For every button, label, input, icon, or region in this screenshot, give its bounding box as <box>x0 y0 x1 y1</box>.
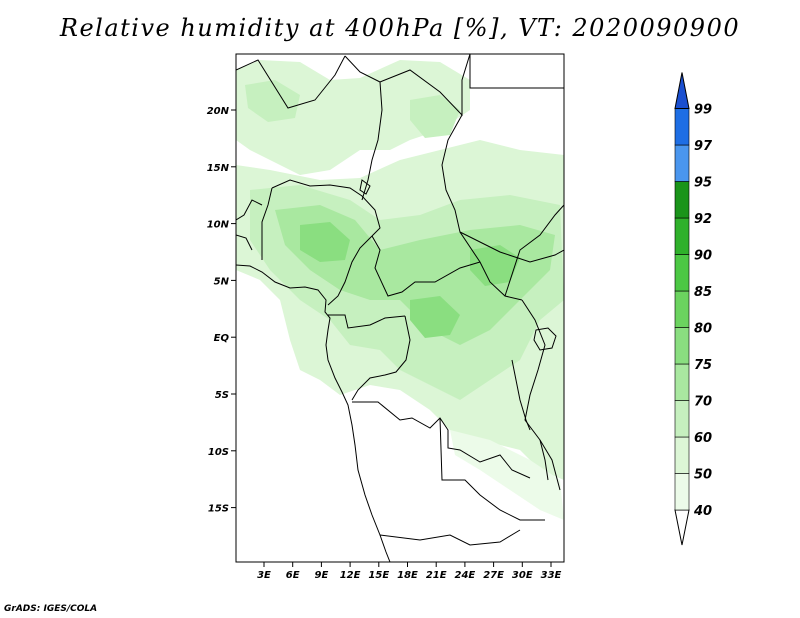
border-angola-zambia <box>439 417 545 521</box>
colorbar-label: 95 <box>694 176 712 191</box>
colorbar: 40 50 60 70 75 80 85 90 92 95 97 99 <box>674 72 713 546</box>
colorbar-label: 75 <box>694 358 712 373</box>
rh-region-core <box>300 222 350 262</box>
colorbar-bin <box>674 108 690 146</box>
lake-chad <box>359 179 371 195</box>
colorbar-label: 40 <box>693 504 712 519</box>
border-chad-libya <box>379 54 471 117</box>
lon-tick-label: 9E <box>315 570 329 581</box>
lon-tick-label: 24E <box>455 570 476 581</box>
colorbar-label: 85 <box>694 285 712 300</box>
border-east <box>521 299 561 491</box>
colorbar-label: 99 <box>694 103 712 118</box>
humidity-shading <box>236 60 564 520</box>
rh-region-north <box>236 60 470 175</box>
colorbar-label: 80 <box>694 322 712 337</box>
lon-tick-label: 6E <box>286 570 300 581</box>
colorbar-bin <box>674 327 690 365</box>
lon-tick-label: 21E <box>426 570 447 581</box>
lakes <box>359 179 557 481</box>
border-cameroon-gabon <box>328 314 406 329</box>
colorbar-bin <box>674 400 690 438</box>
lat-tick-label: 20N <box>207 106 230 117</box>
map-frame <box>235 53 565 563</box>
lon-tick-label: 33E <box>541 570 562 581</box>
lat-tick-label: 5N <box>214 276 230 287</box>
lon-tick-label: 15E <box>368 570 389 581</box>
latitude-axis: 20N 15N 10N 5N EQ 5S 10S 15S <box>207 106 236 515</box>
rh-region-northwest <box>245 80 300 122</box>
colorbar-label: 50 <box>694 468 712 483</box>
border-west-small <box>236 199 263 251</box>
lat-tick-label: 10S <box>208 447 229 458</box>
lake-tanganyika <box>511 359 531 431</box>
coastline-west-africa <box>236 264 391 562</box>
border-sudan-egypt <box>469 54 564 89</box>
colorbar-over-triangle <box>674 72 690 109</box>
colorbar-bin <box>674 473 690 511</box>
border-namibia <box>379 529 521 546</box>
country-borders <box>236 54 564 562</box>
lon-tick-label: 27E <box>483 570 504 581</box>
lon-tick-label: 3E <box>257 570 271 581</box>
colorbar-label: 97 <box>694 139 713 154</box>
colorbar-label: 90 <box>694 249 712 264</box>
lat-tick-label: 15S <box>208 504 229 515</box>
longitude-axis: 3E 6E 9E 12E 15E 18E 21E 24E 27E 30E 33E <box>257 562 562 581</box>
border-sahara-west <box>236 55 346 109</box>
colorbar-bin <box>674 254 690 292</box>
border-car-north <box>371 235 481 297</box>
border-congo <box>351 315 411 401</box>
colorbar-bin <box>674 144 690 182</box>
colorbar-bin <box>674 363 690 401</box>
colorbar-under-triangle <box>674 509 690 546</box>
lon-tick-label: 18E <box>397 570 418 581</box>
colorbar-label: 70 <box>694 395 712 410</box>
rh-region-northeast <box>410 95 460 138</box>
border-ethiopia <box>504 204 564 297</box>
grads-credit: GrADS: IGES/COLA <box>4 604 98 614</box>
rh-region-southeast <box>450 430 564 520</box>
lat-tick-label: EQ <box>214 333 230 344</box>
lake-malawi <box>539 439 549 481</box>
colorbar-bin <box>674 290 690 328</box>
lon-tick-label: 30E <box>512 570 533 581</box>
colorbar-bin <box>674 217 690 255</box>
border-nigeria-cameroon <box>327 235 373 306</box>
lon-tick-label: 12E <box>340 570 361 581</box>
colorbar-bin <box>674 181 690 219</box>
border-benin <box>261 187 273 260</box>
border-sudan-south <box>459 231 564 263</box>
chart-title: Relative humidity at 400hPa [%], VT: 202… <box>59 14 741 42</box>
rh-region-core-south <box>410 296 460 338</box>
lat-tick-label: 10N <box>207 220 230 231</box>
colorbar-label: 92 <box>694 212 712 227</box>
border-drc-south <box>352 401 531 479</box>
colorbar-bin <box>674 436 690 474</box>
colorbar-label: 60 <box>694 431 712 446</box>
border-nigeria-niger <box>271 179 381 237</box>
lake-victoria <box>533 327 557 351</box>
border-chad-sudan <box>441 114 523 301</box>
border-niger-libya <box>344 55 383 201</box>
lat-tick-label: 5S <box>215 390 229 401</box>
lat-tick-label: 15N <box>207 163 230 174</box>
rh-region-core-east <box>470 245 520 286</box>
